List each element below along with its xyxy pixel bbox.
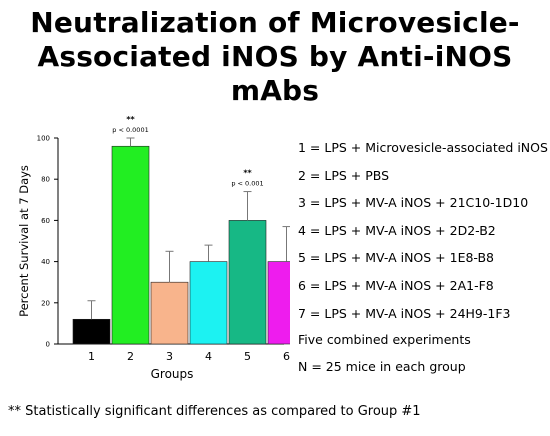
legend-item: 5 = LPS + MV-A iNOS + 1E8-B8 xyxy=(298,250,495,266)
x-tick-label: 4 xyxy=(205,350,212,363)
y-tick-label: 80 xyxy=(41,176,50,184)
legend-item: 1 = LPS + Microvesicle-associated iNOS xyxy=(298,140,548,155)
significance-mark: ** xyxy=(126,115,135,124)
experiment-notes: Five combined experiments N = 25 mice in… xyxy=(298,326,471,380)
y-tick-label: 40 xyxy=(41,258,50,266)
legend-item: 6 = LPS + MV-A iNOS + 2A1-F8 xyxy=(298,277,494,293)
significance-footnote: ** Statistically significant differences… xyxy=(8,404,421,419)
x-tick-label: 6 xyxy=(283,350,290,363)
y-tick-label: 60 xyxy=(41,217,50,225)
significance-mark: ** xyxy=(243,169,252,178)
p-value-label: p < 0.0001 xyxy=(112,126,148,134)
bar-group-5 xyxy=(228,220,267,345)
x-tick-label: 2 xyxy=(127,350,134,363)
group-legend: 1 = LPS + Microvesicle-associated iNOS 2… xyxy=(298,134,548,327)
legend-item: 2 = LPS + PBS xyxy=(298,167,390,183)
title-line-2: Associated iNOS by Anti-iNOS mAbs xyxy=(37,40,513,107)
y-tick-label: 20 xyxy=(41,299,50,307)
x-tick-label: 5 xyxy=(244,350,251,363)
bar-group-3 xyxy=(150,281,189,345)
page-title: Neutralization of Microvesicle- Associat… xyxy=(0,6,550,108)
bar-group-6 xyxy=(267,261,290,345)
bar-group-1 xyxy=(72,318,111,345)
legend-item: 4 = LPS + MV-A iNOS + 2D2-B2 xyxy=(298,222,496,238)
survival-bar-chart: 0204060801001234567**p < 0.0001**p < 0.0… xyxy=(17,115,290,381)
bar-group-4 xyxy=(189,261,228,345)
legend-item: 7 = LPS + MV-A iNOS + 24H9-1F3 xyxy=(298,305,511,321)
y-axis-title: Percent Survival at 7 Days xyxy=(17,165,31,317)
x-tick-label: 3 xyxy=(166,350,173,363)
mice-note: N = 25 mice in each group xyxy=(298,359,466,374)
x-tick-label: 1 xyxy=(88,350,95,363)
bar-group-2 xyxy=(111,145,150,345)
y-tick-label: 0 xyxy=(46,341,50,349)
legend-item: 3 = LPS + MV-A iNOS + 21C10-1D10 xyxy=(298,195,529,211)
x-axis-title: Groups xyxy=(151,367,194,381)
experiments-note: Five combined experiments xyxy=(298,332,471,347)
y-tick-label: 100 xyxy=(37,135,50,143)
p-value-label: p < 0.001 xyxy=(231,180,263,188)
title-line-1: Neutralization of Microvesicle- xyxy=(30,6,520,39)
